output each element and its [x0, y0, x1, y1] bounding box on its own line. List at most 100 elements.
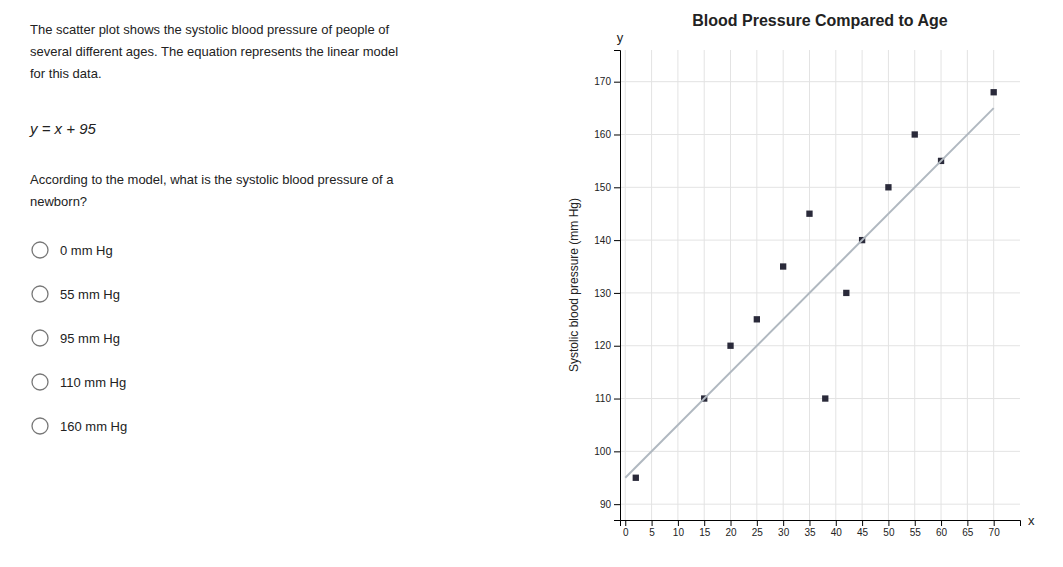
grid-line-x: [756, 50, 757, 520]
grid-line-x: [888, 50, 889, 520]
x-tick: 0: [623, 520, 629, 538]
x-tick-mark: [783, 520, 784, 526]
text-panel: The scatter plot shows the systolic bloo…: [29, 22, 398, 434]
radio-button: [32, 286, 48, 302]
y-tick-label: 110: [595, 393, 611, 404]
y-tick: 160: [594, 129, 620, 140]
x-tick-label: 60: [936, 527, 948, 538]
y-tick: 130: [594, 288, 620, 299]
grid-line-y: [620, 504, 1020, 505]
option-label: 55 mm Hg: [60, 287, 120, 302]
x-tick-mark: [915, 520, 916, 526]
y-tick: 110: [595, 393, 620, 404]
grid-line-y: [620, 134, 1020, 135]
scatter-point: [727, 343, 733, 349]
y-tick-mark: [614, 82, 620, 83]
x-tick-mark: [652, 520, 653, 526]
x-axis-line: [621, 521, 1021, 527]
option-label: 110 mm Hg: [60, 375, 126, 390]
chart-title: Blood Pressure Compared to Age: [692, 12, 948, 29]
x-tick-label: 30: [778, 527, 790, 538]
x-axis: 0 5 10 15 20 25 30 35 40 45 50 55 60 65 70: [621, 520, 1021, 538]
y-tick-mark: [614, 134, 620, 135]
scatter-point: [991, 89, 997, 95]
x-tick-mark: [836, 520, 837, 526]
grid-line-y: [620, 451, 1020, 452]
y-tick: 170: [594, 76, 620, 87]
y-axis-line: [614, 51, 621, 521]
x-tick-label: 5: [649, 527, 655, 538]
y-tick-label: 160: [594, 129, 611, 140]
grid-line-x: [941, 50, 942, 520]
x-tick-label: 40: [831, 527, 843, 538]
x-tick: 35: [804, 520, 816, 538]
x-tick-mark: [757, 520, 758, 526]
scatter-point: [843, 290, 849, 296]
grid-line-y: [620, 292, 1020, 293]
radio-button: [32, 330, 48, 346]
x-tick: 25: [752, 520, 764, 538]
grid-line-x: [651, 50, 652, 520]
scatter-point: [754, 316, 760, 322]
grid-line-x: [862, 50, 863, 520]
y-tick-mark: [614, 399, 620, 400]
y-axis-title: Systolic blood pressure (mm Hg): [567, 198, 581, 372]
x-tick-mark: [941, 520, 942, 526]
x-tick-label: 20: [725, 527, 737, 538]
x-tick-label: 65: [962, 527, 974, 538]
x-tick-label: 50: [883, 527, 895, 538]
x-tick-label: 55: [910, 527, 922, 538]
x-tick: 40: [831, 520, 843, 538]
option-label: 95 mm Hg: [60, 331, 120, 346]
x-tick: 15: [699, 520, 711, 538]
y-tick-mark: [614, 451, 620, 452]
y-tick-label: 120: [594, 340, 611, 351]
y-tick: 100: [594, 446, 620, 457]
x-tick: 20: [725, 520, 737, 538]
grid-line-y: [620, 345, 1020, 346]
x-tick: 45: [857, 520, 869, 538]
grid: [620, 50, 1020, 520]
grid-line-x: [967, 50, 968, 520]
x-tick-mark: [678, 520, 679, 526]
radio-button: [32, 374, 48, 390]
scatter-point: [780, 263, 786, 269]
x-tick: 70: [989, 520, 1001, 538]
y-tick: 150: [594, 182, 620, 193]
description-line: for this data.: [30, 66, 102, 81]
x-tick-mark: [625, 520, 626, 526]
radio-button: [32, 242, 48, 258]
y-tick-label: 130: [594, 288, 611, 299]
grid-line-y: [620, 398, 1020, 399]
grid-line-x: [783, 50, 784, 520]
y-tick-label: 170: [594, 76, 611, 87]
question-line: newborn?: [30, 194, 87, 209]
x-tick-label: 25: [752, 527, 764, 538]
grid-line-x: [914, 50, 915, 520]
x-tick: 5: [649, 520, 655, 538]
scatter-point: [806, 211, 812, 217]
y-axis: 90100110120130140150160170: [594, 51, 620, 521]
x-tick-mark: [809, 520, 810, 526]
y-tick-label: 140: [594, 235, 611, 246]
x-tick-label: 35: [804, 527, 816, 538]
y-tick-mark: [614, 346, 620, 347]
y-tick-mark: [614, 240, 620, 241]
grid-line-y: [620, 187, 1020, 188]
x-tick: 30: [778, 520, 790, 538]
grid-line-x: [993, 50, 994, 520]
x-tick: 65: [962, 520, 974, 538]
scatter-point: [912, 131, 918, 137]
x-tick-label: 10: [673, 527, 685, 538]
grid-line-y: [620, 81, 1020, 82]
description-line: several different ages. The equation rep…: [30, 44, 398, 59]
description-line: The scatter plot shows the systolic bloo…: [30, 22, 390, 37]
x-tick: 60: [936, 520, 948, 538]
x-tick: 50: [883, 520, 895, 538]
y-tick: 120: [594, 340, 620, 351]
model-line: [625, 108, 993, 478]
y-tick-mark: [614, 293, 620, 294]
grid-line-x: [730, 50, 731, 520]
chart: The scatter plot shows the systolic bloo…: [0, 0, 1063, 567]
x-tick-mark: [862, 520, 863, 526]
